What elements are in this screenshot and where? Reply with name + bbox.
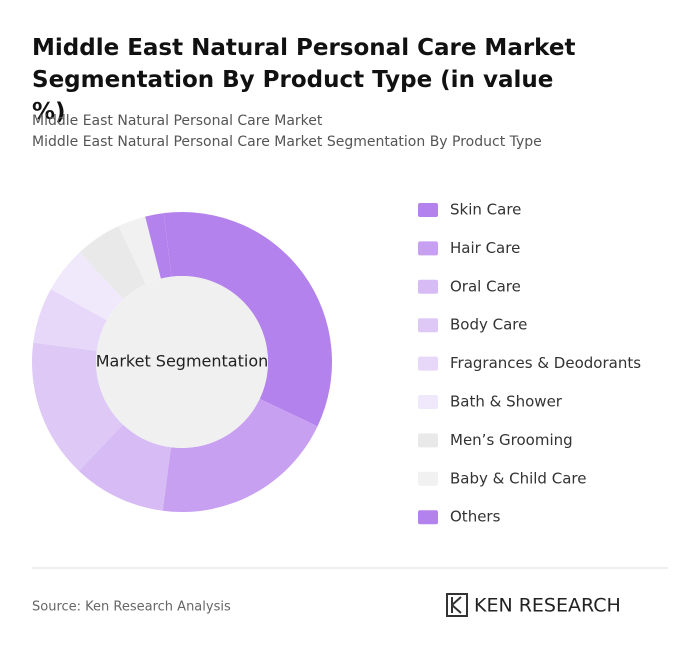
donut-segment xyxy=(79,226,146,300)
logo-icon xyxy=(451,596,462,614)
legend-swatch xyxy=(418,433,438,448)
subtitle: Middle East Natural Personal Care Market… xyxy=(32,134,542,150)
legend-label: Body Care xyxy=(450,316,527,334)
legend-swatch xyxy=(418,318,438,333)
logo-icon xyxy=(446,593,468,617)
legend-swatch xyxy=(418,279,438,294)
legend-label: Oral Care xyxy=(450,277,521,295)
legend-label: Fragrances & Deodorants xyxy=(450,354,641,372)
donut-segment xyxy=(33,289,107,351)
donut-segment xyxy=(78,424,171,511)
donut-segment xyxy=(145,213,172,279)
legend-swatch xyxy=(418,395,438,409)
subtitle: Middle East Natural Personal Care Market xyxy=(32,113,323,129)
donut-segment xyxy=(163,212,332,427)
legend-swatch xyxy=(418,356,438,371)
legend-label: Hair Care xyxy=(450,239,520,257)
donut-segment xyxy=(32,342,123,471)
legend-swatch xyxy=(418,241,438,256)
legend-swatch xyxy=(418,203,438,217)
logo: KEN RESEARCH xyxy=(446,593,621,617)
donut-segment xyxy=(50,252,124,321)
donut-hole xyxy=(96,276,268,448)
source: Source: Ken Research Analysis xyxy=(32,600,231,615)
brand: KEN RESEARCH xyxy=(474,595,621,617)
legend-label: Bath & Shower xyxy=(450,393,563,411)
legend-swatch xyxy=(418,471,438,486)
legend-label: Skin Care xyxy=(450,201,521,219)
donut-segment xyxy=(118,216,161,285)
legend-label: Others xyxy=(450,508,501,526)
donut-segment xyxy=(162,398,318,512)
center-label: Market Segmentation xyxy=(96,352,269,371)
chart-title: Middle East Natural Personal Care Market… xyxy=(32,35,576,125)
legend-swatch xyxy=(418,510,438,525)
legend-label: Men’s Grooming xyxy=(450,431,573,449)
legend-label: Baby & Child Care xyxy=(450,469,586,487)
